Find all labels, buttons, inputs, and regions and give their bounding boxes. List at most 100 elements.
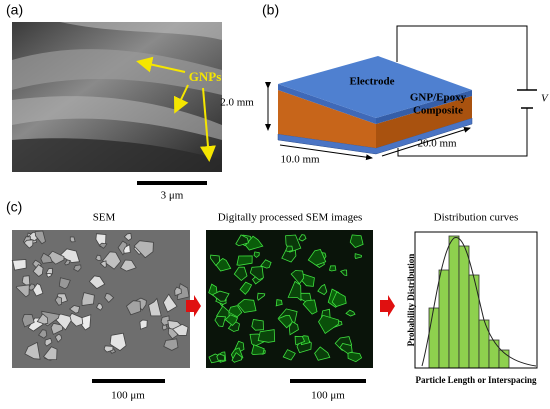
image-title: Distribution curves bbox=[434, 212, 519, 224]
panel-label: (b) bbox=[262, 2, 279, 18]
flake bbox=[99, 260, 107, 269]
scale-bar bbox=[92, 379, 165, 383]
flake bbox=[329, 265, 337, 272]
flake bbox=[58, 277, 71, 290]
flake bbox=[54, 296, 63, 306]
flake bbox=[339, 269, 348, 276]
circuit bbox=[396, 25, 537, 157]
flake bbox=[231, 352, 243, 363]
flake bbox=[235, 234, 249, 247]
image-title: SEM bbox=[93, 212, 116, 224]
flake bbox=[32, 264, 44, 278]
arrow bbox=[200, 87, 216, 162]
flake bbox=[95, 254, 102, 262]
flake bbox=[68, 312, 84, 327]
flake bbox=[345, 309, 356, 317]
flake bbox=[244, 235, 264, 251]
flake bbox=[251, 344, 265, 356]
composite-label: GNP/Epoxy bbox=[410, 92, 467, 104]
flake bbox=[347, 351, 363, 363]
flake bbox=[237, 298, 257, 313]
image-title: Digitally processed SEM images bbox=[218, 212, 363, 224]
flake bbox=[163, 338, 179, 351]
flake bbox=[251, 319, 264, 331]
flake bbox=[59, 248, 81, 263]
flake bbox=[160, 315, 170, 326]
flake bbox=[109, 332, 127, 352]
voltage-label: V bbox=[541, 93, 549, 105]
scale-label: 3 μm bbox=[161, 190, 184, 202]
annotation: GNPs bbox=[189, 69, 222, 84]
composite-label: Composite bbox=[413, 105, 463, 117]
flake bbox=[257, 329, 276, 343]
flake bbox=[68, 305, 81, 314]
flake bbox=[171, 323, 189, 336]
scale-label: 100 μm bbox=[311, 390, 345, 402]
flake bbox=[233, 266, 248, 282]
flake bbox=[260, 259, 272, 269]
electrode-label: Electrode bbox=[349, 76, 394, 88]
flake bbox=[32, 282, 44, 297]
flake bbox=[236, 255, 253, 266]
flake bbox=[64, 259, 71, 266]
dimension-label: 20.0 mm bbox=[417, 138, 457, 150]
flake bbox=[103, 345, 114, 353]
sample-block bbox=[277, 56, 473, 155]
sem-image bbox=[12, 230, 190, 368]
flake bbox=[349, 234, 364, 248]
panel-label: (c) bbox=[6, 199, 22, 215]
flake bbox=[43, 346, 58, 361]
flake bbox=[214, 315, 227, 328]
sem-image bbox=[12, 22, 222, 172]
flake bbox=[277, 314, 293, 329]
flake bbox=[44, 337, 53, 347]
flake bbox=[298, 234, 307, 242]
flake bbox=[34, 230, 46, 245]
flake bbox=[40, 252, 53, 264]
histogram bbox=[428, 235, 510, 369]
flake bbox=[302, 299, 318, 315]
flake bbox=[210, 254, 221, 267]
flake bbox=[354, 253, 362, 259]
scale-label: 100 μm bbox=[111, 390, 145, 402]
flake bbox=[139, 319, 148, 330]
flake bbox=[133, 240, 154, 259]
flake bbox=[239, 281, 253, 295]
arrow bbox=[136, 56, 186, 73]
dimension-arrow bbox=[279, 144, 373, 161]
flake bbox=[282, 349, 296, 361]
flake bbox=[81, 292, 95, 306]
flake bbox=[119, 259, 137, 272]
flake bbox=[285, 245, 294, 252]
flake bbox=[162, 293, 178, 313]
flake bbox=[123, 232, 132, 242]
flake bbox=[253, 251, 260, 258]
arrow bbox=[186, 295, 201, 317]
axis-label: Probability Distribution bbox=[406, 254, 416, 347]
flake bbox=[287, 280, 302, 302]
flake bbox=[228, 305, 243, 318]
dimension-label: 10.0 mm bbox=[280, 154, 320, 166]
flake bbox=[24, 341, 41, 360]
flake bbox=[307, 249, 327, 266]
flake bbox=[104, 292, 115, 303]
flake bbox=[318, 314, 340, 334]
flake bbox=[123, 243, 131, 254]
flake bbox=[21, 275, 31, 286]
flake bbox=[339, 343, 353, 354]
flake bbox=[249, 266, 264, 281]
flake bbox=[224, 314, 239, 326]
arrow bbox=[380, 295, 395, 317]
dimension-arrow bbox=[381, 126, 471, 157]
flake bbox=[148, 297, 162, 317]
flake bbox=[98, 242, 108, 249]
flake bbox=[46, 250, 65, 265]
texture bbox=[11, 230, 190, 361]
flake bbox=[257, 292, 266, 301]
flake bbox=[73, 264, 82, 272]
flake bbox=[275, 299, 283, 307]
flake bbox=[38, 329, 48, 339]
flake bbox=[95, 302, 104, 311]
flake bbox=[331, 291, 347, 307]
